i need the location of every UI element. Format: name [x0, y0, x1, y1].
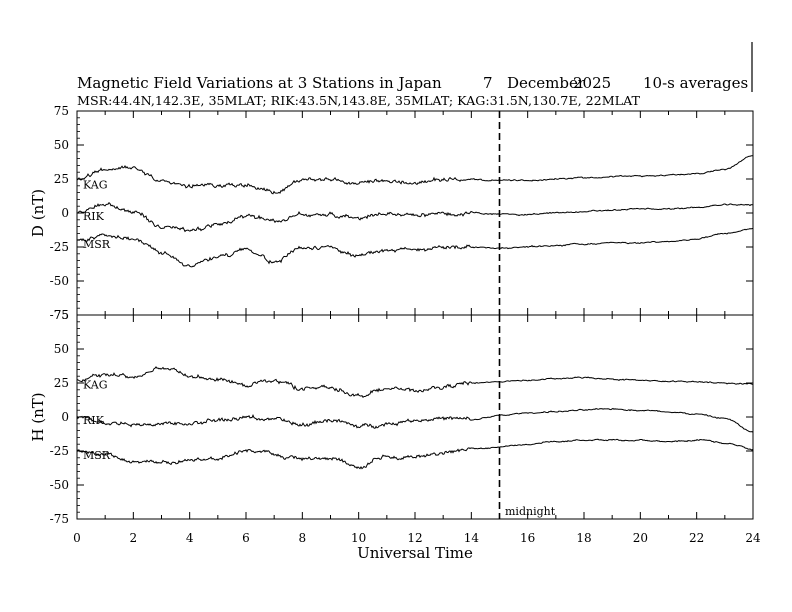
series-label-msr: MSR [83, 449, 111, 462]
y-tick-label: -75 [50, 308, 69, 322]
x-tick-label: 14 [464, 531, 480, 545]
series-line-rik [76, 201, 754, 233]
y-tick-label: 25 [54, 376, 69, 390]
station-coordinates: MSR:44.4N,142.3E, 35MLAT; RIK:43.5N,143.… [77, 94, 640, 108]
x-tick-label: 20 [633, 531, 648, 545]
y-tick-label: 75 [54, 308, 69, 322]
x-tick-label: 0 [73, 531, 81, 545]
x-tick-label: 24 [745, 531, 761, 545]
d-axis-label: D (nT) [29, 189, 47, 237]
midnight-label: midnight [505, 505, 556, 518]
series-line-kag [76, 366, 754, 399]
x-tick-label: 2 [130, 531, 138, 545]
h-panel: 75 50 25 0 -25 -50 -75 KAG RIK MSR [50, 308, 754, 526]
y-tick-label: 25 [54, 172, 69, 186]
x-tick-label: 22 [689, 531, 704, 545]
x-tick-label: 4 [186, 531, 194, 545]
y-tick-label: -25 [50, 444, 69, 458]
series-line-msr [76, 438, 754, 470]
series-line-msr [76, 227, 754, 268]
y-tick-label: 0 [61, 410, 69, 424]
x-tick-label: 12 [407, 531, 422, 545]
series-label-rik: RIK [83, 414, 105, 427]
h-panel-frame [76, 314, 754, 520]
d-panel: 75 50 25 0 -25 -50 -75 KAG RIK MSR [50, 104, 754, 322]
x-tick-label: 6 [242, 531, 250, 545]
y-tick-label: 50 [54, 138, 69, 152]
y-tick-label: -50 [50, 478, 69, 492]
x-axis-label: Universal Time [357, 544, 473, 562]
x-tick-label: 18 [576, 531, 591, 545]
title-averaging: 10-s averages [643, 74, 748, 92]
x-tick-label: 8 [299, 531, 307, 545]
series-line-rik [76, 407, 754, 433]
x-axis-ticks: 0 2 4 6 8 10 12 14 16 18 20 22 24 [73, 531, 761, 545]
y-tick-label: 50 [54, 342, 69, 356]
y-tick-label: -25 [50, 240, 69, 254]
chart-title: Magnetic Field Variations at 3 Stations … [77, 74, 442, 92]
series-label-msr: MSR [83, 238, 111, 251]
y-tick-label: -75 [50, 512, 69, 526]
y-tick-label: 0 [61, 206, 69, 220]
title-year: 2025 [573, 74, 611, 92]
series-label-kag: KAG [83, 378, 108, 391]
series-label-kag: KAG [83, 178, 108, 191]
x-tick-label: 10 [351, 531, 366, 545]
h-axis-label: H (nT) [29, 392, 47, 441]
title-day: 7 [483, 74, 493, 92]
series-label-rik: RIK [83, 210, 105, 223]
title-month: December [507, 74, 586, 92]
d-panel-frame [76, 110, 754, 316]
y-tick-label: 75 [54, 104, 69, 118]
x-tick-label: 16 [520, 531, 535, 545]
y-tick-label: -50 [50, 274, 69, 288]
series-line-kag [76, 155, 753, 195]
